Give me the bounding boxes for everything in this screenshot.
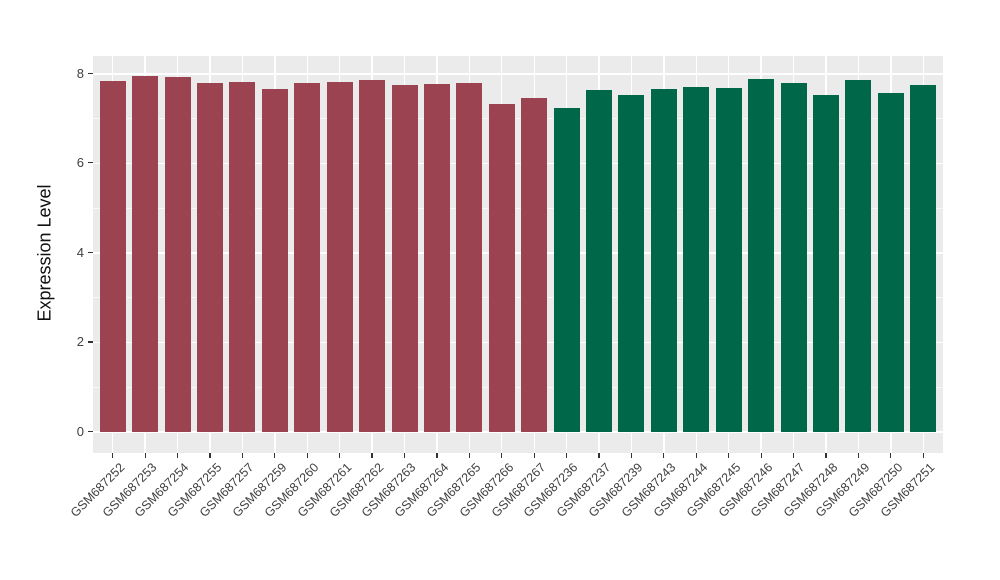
bar-GSM687236 <box>553 108 580 432</box>
x-axis-tick <box>436 453 438 458</box>
y-axis-tick <box>88 430 93 433</box>
bar-GSM687237 <box>586 90 613 432</box>
bar-GSM687248 <box>813 94 840 432</box>
minor-gridline <box>93 207 943 209</box>
bar-GSM687255 <box>196 83 223 432</box>
bar-GSM687260 <box>294 82 321 432</box>
x-axis-tick <box>306 453 308 458</box>
x-axis-tick <box>274 453 276 458</box>
bar-GSM687244 <box>683 86 710 432</box>
major-gridline <box>93 73 943 75</box>
major-gridline <box>93 341 943 344</box>
y-axis-label-8: 8 <box>76 65 84 81</box>
x-axis-tick <box>857 453 860 458</box>
y-axis-label-4: 4 <box>76 244 84 260</box>
major-gridline <box>93 162 943 165</box>
y-axis-tick <box>88 251 93 253</box>
bar-GSM687239 <box>618 94 645 432</box>
y-axis-tick <box>88 341 93 343</box>
y-axis-label-6: 6 <box>76 155 84 171</box>
x-axis-tick <box>468 453 470 458</box>
minor-gridline <box>93 386 943 388</box>
bar-GSM687264 <box>423 83 450 432</box>
y-axis-label-0: 0 <box>76 424 84 439</box>
bar-GSM687261 <box>326 81 353 432</box>
bar-GSM687265 <box>456 82 483 432</box>
bar-GSM687251 <box>910 84 937 432</box>
bar-GSM687246 <box>748 78 775 432</box>
bar-GSM687262 <box>359 80 386 432</box>
x-axis-tick <box>241 453 243 458</box>
bar-GSM687245 <box>715 88 742 432</box>
x-axis-tick <box>922 453 924 458</box>
bar-GSM687247 <box>780 82 807 432</box>
y-axis-tick <box>88 72 93 74</box>
y-axis-label-2: 2 <box>76 334 84 350</box>
x-axis-tick <box>890 453 892 458</box>
x-axis-tick <box>792 453 795 458</box>
bar-GSM687263 <box>391 84 418 432</box>
x-axis-tick <box>566 453 568 458</box>
x-axis-tick <box>209 453 211 458</box>
x-axis-tick <box>728 453 730 458</box>
bar-GSM687259 <box>261 88 288 432</box>
bar-GSM687257 <box>229 81 256 432</box>
x-axis-tick <box>403 453 406 458</box>
x-axis-tick <box>663 453 665 458</box>
minor-gridline <box>93 118 943 120</box>
bar-GSM687254 <box>164 76 191 432</box>
bar-GSM687253 <box>132 75 159 432</box>
plot-panel <box>93 56 943 453</box>
y-axis-tick <box>88 162 93 164</box>
x-axis-tick <box>825 453 827 458</box>
x-axis-tick <box>760 453 762 458</box>
bar-GSM687250 <box>877 92 904 432</box>
x-axis-tick <box>598 453 600 458</box>
bar-GSM687243 <box>650 89 677 432</box>
x-axis-tick <box>176 453 179 458</box>
major-gridline <box>93 431 943 433</box>
x-axis-tick <box>339 453 341 458</box>
x-axis-tick <box>533 453 535 458</box>
minor-gridline <box>93 297 943 299</box>
x-axis-tick <box>695 453 697 458</box>
bar-GSM687252 <box>99 81 126 432</box>
x-axis-tick <box>501 453 503 458</box>
x-axis-tick <box>630 453 633 458</box>
bar-GSM687249 <box>845 80 872 432</box>
major-gridline <box>93 252 943 254</box>
bar-GSM687267 <box>521 97 548 432</box>
x-axis-tick <box>112 453 114 458</box>
x-axis-tick <box>144 453 146 458</box>
x-axis-tick <box>371 453 373 458</box>
bar-GSM687266 <box>488 103 515 432</box>
